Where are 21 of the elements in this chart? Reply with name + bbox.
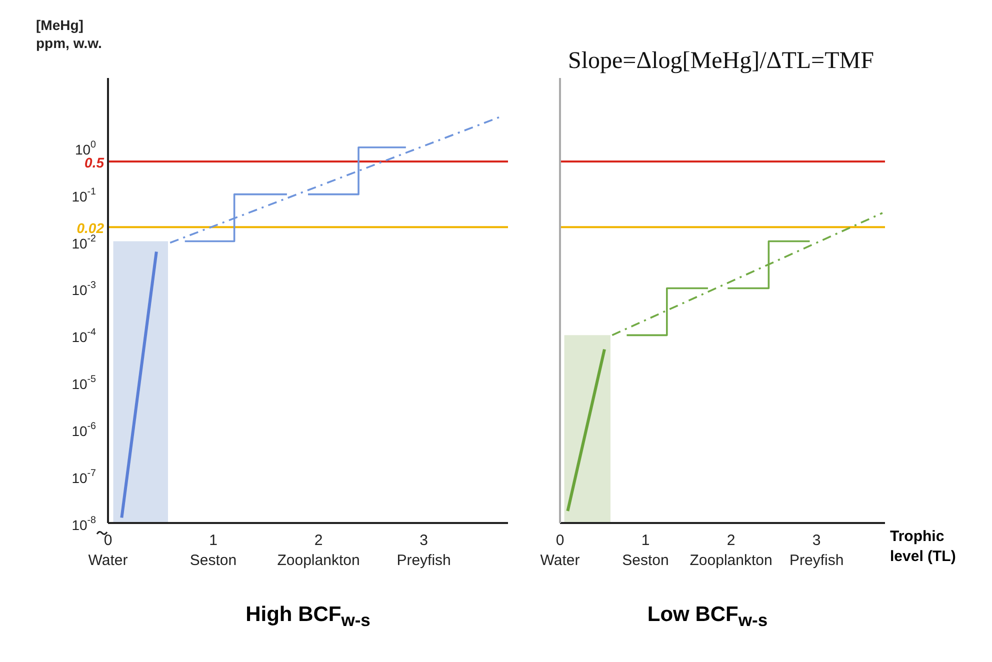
y-tick-label: 10$^{-6}$	[72, 421, 97, 439]
y-tick-label: 10$^{-7}$	[72, 468, 96, 486]
x-tick-label: 1 Seston	[622, 532, 669, 569]
y-axis-title: [MeHg] ppm, w.w.	[36, 17, 102, 51]
y-tick-label: 10$^{-3}$	[72, 280, 97, 298]
text: Slope=Δlog[MeHg]/ΔTL=TMF	[568, 48, 874, 75]
x-tick-label: 0 Water	[540, 532, 580, 569]
x-tick-label: 1 Seston	[190, 532, 237, 569]
x-tick-label: 3 Preyfish	[789, 532, 844, 569]
x-tick-label: 2 Zooplankton	[277, 532, 360, 569]
x-axis-title: Trophic level (TL)	[890, 527, 957, 567]
y-tick-label: 10$^{-8}$	[72, 515, 97, 533]
y-tick-label: 10$^{-1}$	[72, 186, 96, 204]
x-tick-label: 2 Zooplankton	[690, 532, 772, 569]
y-tick-label: 10$^{-5}$	[72, 374, 97, 392]
x-tick-label: 0 Water	[88, 532, 128, 569]
x-tick-label: 3 Preyfish	[396, 532, 451, 569]
y-tick-label: 10$^{-4}$	[72, 327, 97, 345]
y-tick-label: 10$^{-2}$	[72, 233, 96, 251]
text: Low BCF$_{w-s}$	[646, 603, 769, 632]
text: High BCF$_{w-s}$	[244, 603, 372, 632]
